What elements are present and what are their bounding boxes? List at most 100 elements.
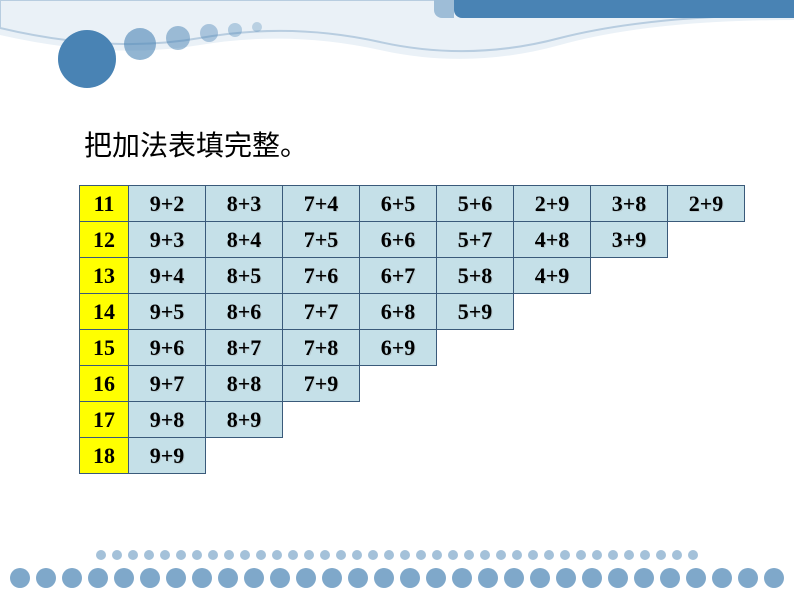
deco-dot — [672, 550, 682, 560]
deco-dot — [218, 568, 238, 588]
deco-dot — [160, 550, 170, 560]
expression-cell: 2+9 — [513, 185, 591, 222]
expression-cell: 6+5 — [359, 185, 437, 222]
deco-circle — [58, 30, 116, 88]
deco-dot — [640, 550, 650, 560]
deco-dot — [322, 568, 342, 588]
deco-dot — [240, 550, 250, 560]
table-row: 139+48+57+66+75+84+9 — [80, 258, 745, 294]
deco-dot — [348, 568, 368, 588]
deco-dot — [688, 550, 698, 560]
table-row: 169+78+87+9 — [80, 366, 745, 402]
deco-dot — [368, 550, 378, 560]
expression-cell: 8+8 — [205, 365, 283, 402]
sum-header-cell: 12 — [79, 221, 129, 258]
deco-dot — [166, 568, 186, 588]
deco-dot — [400, 550, 410, 560]
table-row: 179+88+9 — [80, 402, 745, 438]
expression-cell: 8+9 — [205, 401, 283, 438]
page-title: 把加法表填完整。 — [84, 124, 308, 164]
deco-dot — [686, 568, 706, 588]
top-decoration — [0, 0, 794, 90]
sum-header-cell: 11 — [79, 185, 129, 222]
deco-dot — [296, 568, 316, 588]
deco-dot — [608, 568, 628, 588]
deco-circle — [166, 26, 190, 50]
expression-cell: 6+9 — [359, 329, 437, 366]
deco-dot — [10, 568, 30, 588]
deco-dot — [448, 550, 458, 560]
deco-dot — [114, 568, 134, 588]
expression-cell: 5+7 — [436, 221, 514, 258]
deco-dot — [192, 568, 212, 588]
expression-cell: 9+2 — [128, 185, 206, 222]
deco-dot — [530, 568, 550, 588]
expression-cell: 7+4 — [282, 185, 360, 222]
deco-dot — [336, 550, 346, 560]
table-row: 119+28+37+46+55+62+93+82+9 — [80, 186, 745, 222]
deco-dot — [592, 550, 602, 560]
sum-header-cell: 18 — [79, 437, 129, 474]
expression-cell: 9+8 — [128, 401, 206, 438]
expression-cell: 3+8 — [590, 185, 668, 222]
expression-cell: 7+7 — [282, 293, 360, 330]
deco-dot — [192, 550, 202, 560]
deco-dot — [224, 550, 234, 560]
expression-cell: 5+6 — [436, 185, 514, 222]
addition-table: 119+28+37+46+55+62+93+82+9129+38+47+56+6… — [80, 186, 745, 474]
deco-dot — [374, 568, 394, 588]
expression-cell: 6+6 — [359, 221, 437, 258]
deco-circle — [200, 24, 218, 42]
deco-dot — [62, 568, 82, 588]
deco-dot — [496, 550, 506, 560]
deco-dot — [88, 568, 108, 588]
expression-cell: 7+6 — [282, 257, 360, 294]
deco-dot — [544, 550, 554, 560]
deco-dot — [512, 550, 522, 560]
expression-cell: 9+7 — [128, 365, 206, 402]
deco-dot — [128, 550, 138, 560]
expression-cell: 2+9 — [667, 185, 745, 222]
dot-row-large — [10, 568, 784, 588]
deco-circle — [252, 22, 262, 32]
deco-dot — [208, 550, 218, 560]
deco-dot — [478, 568, 498, 588]
deco-dot — [96, 550, 106, 560]
dot-row-small — [96, 550, 698, 560]
deco-dot — [556, 568, 576, 588]
table-row: 149+58+67+76+85+9 — [80, 294, 745, 330]
deco-dot — [656, 550, 666, 560]
deco-dot — [426, 568, 446, 588]
deco-dot — [400, 568, 420, 588]
deco-dot — [576, 550, 586, 560]
expression-cell: 9+9 — [128, 437, 206, 474]
table-row: 129+38+47+56+65+74+83+9 — [80, 222, 745, 258]
deco-dot — [432, 550, 442, 560]
expression-cell: 9+4 — [128, 257, 206, 294]
deco-dot — [244, 568, 264, 588]
deco-circle — [124, 28, 156, 60]
expression-cell: 3+9 — [590, 221, 668, 258]
deco-dot — [504, 568, 524, 588]
deco-dot — [452, 568, 472, 588]
expression-cell: 7+8 — [282, 329, 360, 366]
expression-cell: 9+6 — [128, 329, 206, 366]
deco-dot — [320, 550, 330, 560]
deco-dot — [288, 550, 298, 560]
deco-dot — [712, 568, 732, 588]
table-row: 189+9 — [80, 438, 745, 474]
sum-header-cell: 15 — [79, 329, 129, 366]
deco-circle — [228, 23, 242, 37]
expression-cell: 7+9 — [282, 365, 360, 402]
expression-cell: 5+9 — [436, 293, 514, 330]
deco-dot — [608, 550, 618, 560]
deco-dot — [660, 568, 680, 588]
expression-cell: 6+7 — [359, 257, 437, 294]
table-row: 159+68+77+86+9 — [80, 330, 745, 366]
deco-dot — [270, 568, 290, 588]
deco-dot — [176, 550, 186, 560]
deco-dot — [272, 550, 282, 560]
expression-cell: 8+5 — [205, 257, 283, 294]
deco-dot — [634, 568, 654, 588]
deco-dot — [560, 550, 570, 560]
